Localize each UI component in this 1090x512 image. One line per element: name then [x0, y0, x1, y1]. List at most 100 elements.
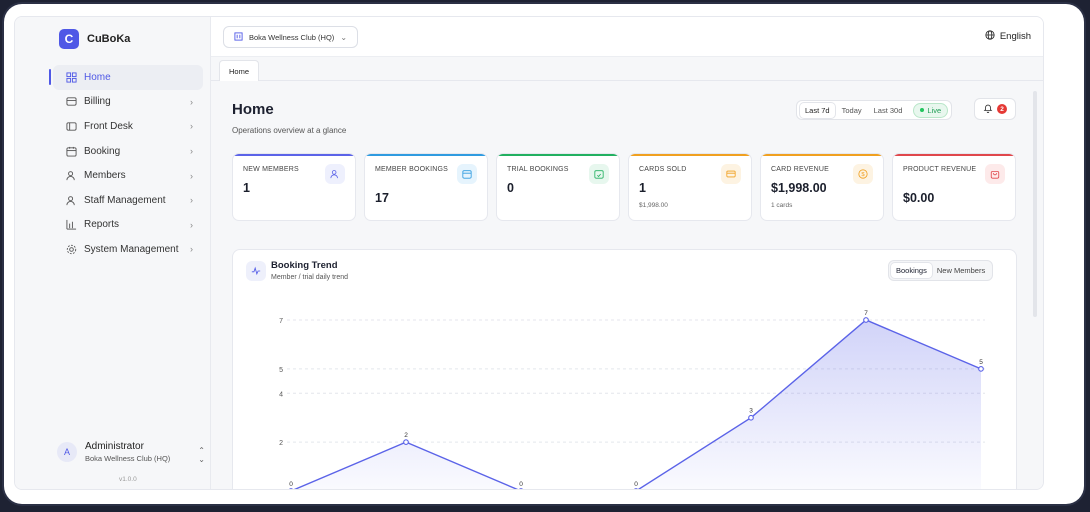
grid-icon: [65, 71, 77, 83]
stat-card-value: 1: [639, 181, 646, 195]
series-point: [864, 489, 868, 490]
stat-card-label: TRIAL BOOKINGS: [507, 166, 569, 173]
stat-card-trial-bookings[interactable]: TRIAL BOOKINGS 0: [496, 153, 620, 221]
language-label: English: [999, 31, 1031, 42]
data-label: 7: [864, 310, 868, 317]
calendar-check-icon: [589, 164, 609, 184]
sidebar-item-system-management[interactable]: System Management ›: [53, 237, 203, 262]
series-point: [863, 317, 869, 323]
live-badge[interactable]: Live: [913, 102, 949, 118]
chevron-right-icon: ›: [190, 219, 193, 230]
sidebar-item-staff-management[interactable]: Staff Management ›: [53, 188, 203, 213]
series-point: [404, 489, 408, 490]
sidebar: C CuBoKa Home Billing › Front Desk ›: [15, 17, 211, 489]
main-content: Home Operations overview at a glance Las…: [211, 81, 1043, 490]
stat-card-value: 1: [243, 181, 250, 195]
app-window: C CuBoKa Home Billing › Front Desk ›: [14, 16, 1044, 490]
stat-card-subtext: $1,998.00: [639, 202, 668, 209]
stat-card-label: NEW MEMBERS: [243, 166, 299, 173]
series-point: [288, 488, 294, 489]
data-label: 0: [289, 481, 293, 488]
chevron-right-icon: ›: [190, 244, 193, 255]
range-last-30d[interactable]: Last 30d: [873, 105, 903, 115]
booking-trend-panel: Booking Trend Member / trial daily trend…: [232, 249, 1017, 490]
stat-card-card-revenue[interactable]: CARD REVENUE $1,998.00 1 cards $: [760, 153, 884, 221]
stat-card-new-members[interactable]: NEW MEMBERS 1: [232, 153, 356, 221]
chevron-up-down-icon: ⌃ ⌄: [198, 446, 205, 464]
data-label: 0: [634, 481, 638, 488]
series-point: [403, 439, 409, 445]
stat-card-value: 0: [507, 181, 514, 195]
stat-card-subtext: 1 cards: [771, 202, 793, 209]
brand-logo-icon: C: [59, 29, 79, 49]
settings-icon: [65, 243, 77, 255]
series-point: [979, 489, 983, 490]
range-today[interactable]: Today: [841, 105, 862, 115]
calendar-icon: [65, 145, 77, 157]
stat-card-cards-sold[interactable]: CARDS SOLD 1 $1,998.00: [628, 153, 752, 221]
stat-card-value: $1,998.00: [771, 181, 827, 195]
sidebar-item-reports[interactable]: Reports ›: [53, 213, 203, 238]
series-point: [749, 489, 753, 490]
trend-mode-switch: Bookings New Members: [888, 260, 994, 281]
series-point: [634, 489, 638, 490]
page-subtitle: Operations overview at a glance: [232, 126, 347, 135]
data-label: 5: [979, 359, 983, 366]
mode-new-members[interactable]: New Members: [936, 266, 986, 275]
y-tick-label: 2: [279, 440, 283, 447]
data-label: 2: [404, 432, 408, 439]
sidebar-item-label: System Management: [84, 243, 179, 255]
live-dot-icon: [920, 108, 925, 112]
bar-chart-icon: [65, 219, 77, 231]
stat-cards: NEW MEMBERS 1 MEMBER BOOKINGS 17 TRIAL BOOKI…: [232, 153, 1017, 221]
date-range-selector: Last 7d Today Last 30d Live: [796, 100, 953, 120]
scrollbar[interactable]: [1033, 91, 1037, 317]
user-menu[interactable]: A Administrator Boka Wellness Club (HQ) …: [57, 441, 207, 464]
stat-card-product-revenue[interactable]: PRODUCT REVENUE $0.00: [892, 153, 1016, 221]
chevron-right-icon: ›: [190, 121, 193, 132]
sidebar-item-label: Members: [84, 170, 126, 182]
stat-card-value: 17: [375, 191, 389, 205]
brand-name: CuBoKa: [87, 33, 131, 45]
credit-card-icon: [721, 164, 741, 184]
mode-bookings[interactable]: Bookings: [891, 263, 932, 278]
brand[interactable]: C CuBoKa: [59, 29, 130, 49]
series-point: [978, 366, 984, 372]
staff-icon: [65, 194, 77, 206]
svg-text:$: $: [861, 172, 865, 178]
sidebar-item-home[interactable]: Home: [49, 65, 203, 90]
stat-card-member-bookings[interactable]: MEMBER BOOKINGS 17: [364, 153, 488, 221]
language-switcher[interactable]: English: [985, 30, 1031, 43]
version-label: v1.0.0: [119, 476, 137, 483]
notification-count-badge: 2: [997, 104, 1007, 114]
club-selector-label: Boka Wellness Club (HQ): [249, 32, 335, 42]
stat-card-label: CARD REVENUE: [771, 166, 830, 173]
sidebar-item-billing[interactable]: Billing ›: [53, 90, 203, 115]
trend-title: Booking Trend: [271, 260, 338, 271]
users-icon: [325, 164, 345, 184]
stat-card-label: MEMBER BOOKINGS: [375, 166, 449, 173]
tab-home[interactable]: Home: [219, 60, 260, 81]
chevron-right-icon: ›: [190, 96, 193, 107]
notifications-button[interactable]: 2: [974, 98, 1016, 120]
shopping-bag-icon: [985, 164, 1005, 184]
sidebar-item-front-desk[interactable]: Front Desk ›: [53, 114, 203, 139]
sidebar-item-label: Billing: [84, 96, 111, 108]
user-name: Administrator: [85, 441, 144, 452]
club-selector[interactable]: Boka Wellness Club (HQ) ⌄: [223, 26, 359, 48]
range-last-7d[interactable]: Last 7d: [800, 102, 835, 118]
page-title: Home: [232, 101, 274, 118]
sidebar-item-booking[interactable]: Booking ›: [53, 139, 203, 164]
sidebar-item-members[interactable]: Members ›: [53, 163, 203, 188]
sidebar-item-label: Booking: [84, 145, 121, 157]
desk-icon: [65, 120, 77, 132]
series-point: [519, 489, 523, 490]
series-point: [518, 488, 524, 489]
sidebar-item-label: Staff Management: [84, 194, 166, 206]
window-frame: C CuBoKa Home Billing › Front Desk ›: [4, 4, 1084, 504]
user-org: Boka Wellness Club (HQ): [85, 454, 171, 463]
trend-subtitle: Member / trial daily trend: [271, 274, 349, 281]
avatar: A: [57, 442, 77, 462]
top-bar: Boka Wellness Club (HQ) ⌄ English: [211, 17, 1043, 57]
